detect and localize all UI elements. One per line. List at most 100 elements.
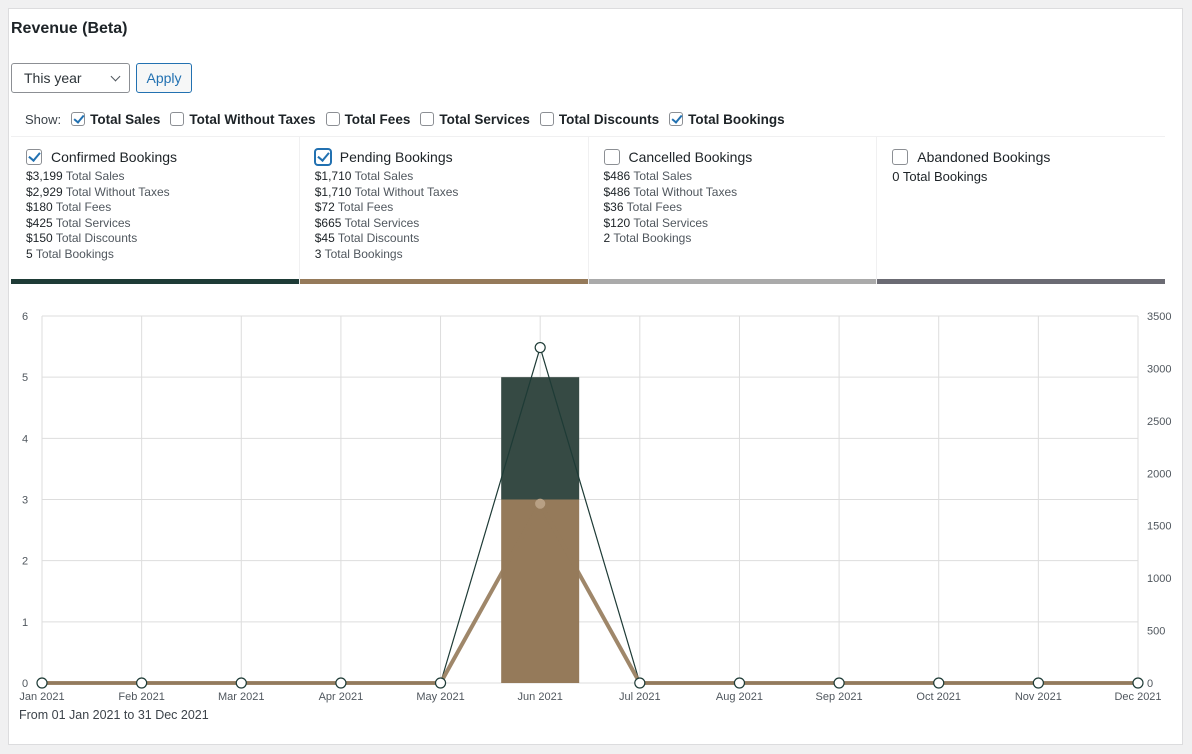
checkbox[interactable] [325, 112, 340, 126]
card-cancelled-bookings[interactable]: Cancelled Bookings $486 Total Sales $486… [588, 137, 878, 284]
page-title: Revenue (Beta) [11, 20, 128, 37]
card-color-bar [877, 279, 1165, 284]
metric: 2 Total Bookings [603, 231, 692, 246]
right-axis-tick-label: 2000 [1147, 468, 1171, 480]
left-axis-tick-label: 3 [22, 495, 28, 507]
date-range-select[interactable]: This year [11, 63, 130, 93]
bar [501, 499, 580, 683]
date-range-caption: From 01 Jan 2021 to 31 Dec 2021 [19, 708, 209, 722]
checkbox[interactable] [170, 112, 185, 126]
card-color-bar [299, 279, 588, 284]
card-title: Confirmed Bookings [51, 149, 178, 165]
checkbox[interactable] [539, 112, 554, 126]
right-axis-tick-label: 1500 [1147, 521, 1171, 533]
show-option-total-without-taxes[interactable]: Total Without Taxes [170, 111, 316, 127]
left-axis-tick-label: 6 [22, 311, 28, 323]
show-option-label: Total Sales [90, 111, 161, 127]
left-axis-tick-label: 2 [22, 556, 28, 568]
series-toggle-row: Show: Total Sales Total Without Taxes To… [25, 110, 795, 128]
data-point [1132, 677, 1144, 689]
data-point [534, 341, 546, 354]
checkbox[interactable] [314, 149, 331, 165]
checkbox[interactable] [892, 149, 909, 165]
chevron-down-icon [110, 71, 121, 82]
right-axis-tick-label: 0 [1147, 678, 1153, 690]
metric: $180 Total Fees [26, 200, 112, 215]
card-pending-bookings[interactable]: Pending Bookings $1,710 Total Sales $1,7… [299, 137, 589, 284]
metric: $486 Total Sales [603, 169, 693, 183]
checkbox[interactable] [669, 112, 684, 126]
checkbox[interactable] [26, 149, 42, 165]
right-axis-tick-label: 1000 [1147, 573, 1171, 585]
checkbox[interactable] [420, 112, 435, 126]
x-axis-tick-label: Feb 2021 [118, 691, 164, 703]
series-line [42, 501, 1138, 685]
metric: 0 Total Bookings [892, 169, 988, 184]
metric: $2,929 Total Without Taxes [26, 184, 170, 199]
card-color-bar [588, 279, 877, 284]
left-axis-tick-label: 1 [22, 617, 28, 629]
x-axis-tick-label: Jun 2021 [518, 691, 563, 703]
card-title: Pending Bookings [339, 149, 453, 165]
metric: 5 Total Bookings [26, 246, 114, 261]
x-axis-tick-label: Jan 2021 [19, 691, 64, 703]
series-line [42, 346, 1138, 684]
data-point [1032, 677, 1044, 689]
show-option-total-fees[interactable]: Total Fees [325, 112, 410, 127]
metric: $425 Total Services [26, 215, 131, 230]
card-title: Cancelled Bookings [628, 149, 753, 165]
card-confirmed-bookings[interactable]: Confirmed Bookings $3,199 Total Sales $2… [11, 137, 300, 284]
metric: $45 Total Discounts [314, 231, 420, 246]
x-axis-tick-label: Oct 2021 [916, 691, 961, 703]
show-label: Show: [25, 111, 62, 127]
show-option-total-sales[interactable]: Total Sales [71, 112, 160, 127]
show-option-total-services[interactable]: Total Services [420, 112, 530, 127]
booking-status-cards: Confirmed Bookings $3,199 Total Sales $2… [11, 136, 1165, 284]
date-range-value: This year [24, 70, 82, 86]
right-axis-tick-label: 3500 [1147, 311, 1171, 323]
data-point [933, 677, 945, 689]
checkbox[interactable] [71, 112, 86, 126]
left-axis-tick-label: 5 [22, 372, 28, 384]
revenue-chart: 0 1 2 3 4 5 6 Jan 2021 Feb 2021 Mar 2021 Apr 2021 M… [19, 311, 1171, 703]
data-point [136, 677, 148, 689]
metric: $486 Total Without Taxes [603, 184, 738, 199]
right-axis-tick-label: 2500 [1147, 416, 1171, 428]
data-point [634, 677, 646, 689]
show-option-label: Total Discounts [558, 111, 660, 127]
x-axis-tick-label: Aug 2021 [716, 691, 763, 703]
data-point [535, 498, 546, 509]
metric: $3,199 Total Sales [26, 169, 125, 183]
right-axis-tick-label: 500 [1147, 626, 1165, 638]
metric: $120 Total Services [603, 215, 709, 230]
show-option-total-discounts[interactable]: Total Discounts [539, 111, 660, 127]
metric: $1,710 Total Without Taxes [314, 184, 459, 199]
data-point [335, 677, 347, 689]
x-axis-tick-label: Apr 2021 [319, 691, 364, 703]
bar [501, 377, 580, 500]
x-axis-tick-label: Jul 2021 [619, 691, 661, 703]
card-title: Abandoned Bookings [917, 149, 1051, 165]
x-axis-tick-label: Mar 2021 [218, 691, 264, 703]
left-axis-tick-label: 0 [22, 678, 28, 690]
metric: 3 Total Bookings [314, 246, 403, 261]
metric: $150 Total Discounts [26, 231, 138, 246]
card-abandoned-bookings[interactable]: Abandoned Bookings 0 Total Bookings [877, 137, 1165, 284]
show-option-label: Total Without Taxes [189, 111, 316, 127]
data-point [733, 677, 746, 689]
apply-button[interactable]: Apply [136, 63, 192, 93]
x-axis-tick-label: Nov 2021 [1015, 691, 1062, 703]
metric: $665 Total Services [314, 215, 420, 230]
data-point [36, 677, 48, 689]
data-point [434, 677, 447, 689]
right-axis-tick-label: 3000 [1147, 363, 1171, 375]
x-axis-tick-label: Sep 2021 [816, 691, 863, 703]
checkbox[interactable] [603, 149, 620, 165]
show-option-total-bookings[interactable]: Total Bookings [669, 112, 785, 127]
show-option-label: Total Bookings [688, 111, 785, 127]
data-point [235, 677, 247, 689]
metric: $72 Total Fees [314, 200, 394, 215]
data-point [833, 677, 845, 689]
show-option-label: Total Services [439, 111, 530, 127]
metric: $36 Total Fees [603, 200, 683, 215]
